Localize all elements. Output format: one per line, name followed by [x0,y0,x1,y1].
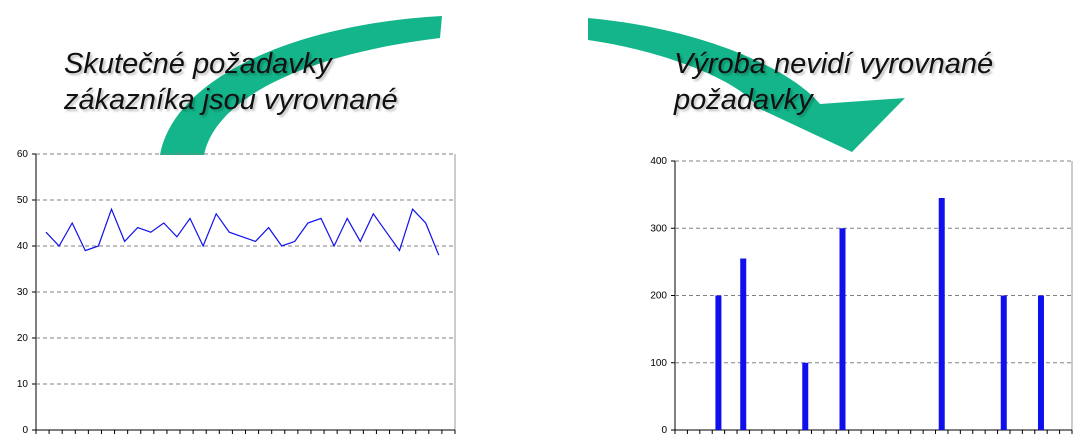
y-tick-label: 30 [17,287,29,298]
production-bar [1037,295,1044,430]
arrow-left-arc [160,16,442,155]
production-bar [715,295,722,430]
y-tick-label: 400 [650,156,667,167]
demand-series-line [45,207,440,256]
production-bar-chart: 0 100 200 300 400 [650,156,1073,436]
production-bar [740,258,747,430]
demand-line-chart: 0 10 20 30 40 50 60 [17,149,456,436]
right-chart-heading: Výroba nevidí vyrovnané požadavky [674,48,994,116]
production-bar [1000,295,1007,430]
y-tick-label: 0 [22,425,28,436]
production-bar [839,228,846,430]
y-tick-label: 200 [650,291,667,302]
left-chart-heading: Skutečné požadavky zákazníka jsou vyrovn… [64,48,398,116]
y-tick-label: 50 [17,195,29,206]
y-tick-label: 20 [17,333,29,344]
y-tick-label: 0 [661,425,667,436]
y-tick-label: 40 [17,241,29,252]
production-bar [938,197,945,430]
y-tick-label: 100 [650,358,667,369]
y-tick-label: 10 [17,379,29,390]
arrow-right-arc [588,18,905,152]
production-bar [802,362,809,430]
y-tick-label: 300 [650,223,667,234]
y-tick-label: 60 [17,149,29,160]
